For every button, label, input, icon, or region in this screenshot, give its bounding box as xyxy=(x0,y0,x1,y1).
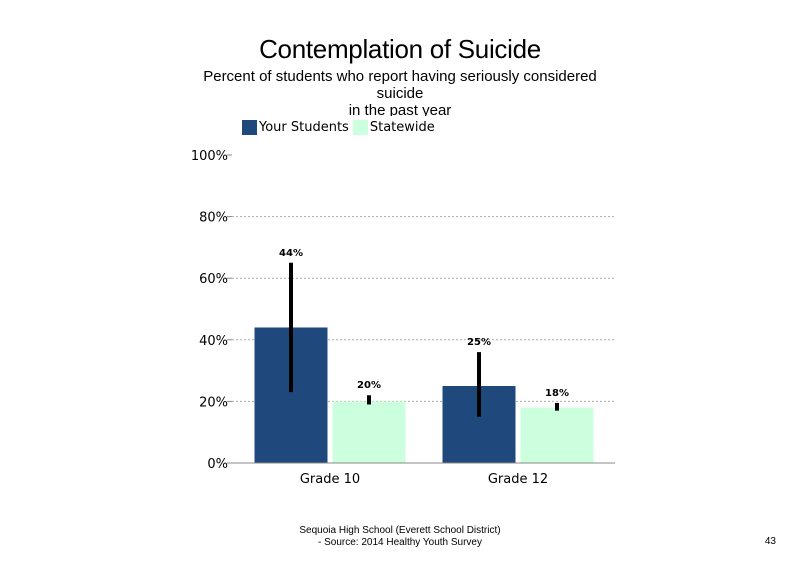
chart-title: Contemplation of Suicide xyxy=(259,34,541,64)
legend-label: Your Students xyxy=(259,119,349,135)
chart-legend: Your Students Statewide xyxy=(242,119,439,135)
subtitle-line: Percent of students who report having se… xyxy=(203,68,597,85)
x-tick-label: Grade 10 xyxy=(300,472,360,487)
bar xyxy=(520,407,594,463)
footer-source: - Source: 2014 Healthy Youth Survey xyxy=(318,537,482,548)
data-label: 44% xyxy=(279,248,303,259)
legend-swatch xyxy=(242,119,257,135)
footer-school: Sequoia High School (Everett School Dist… xyxy=(299,525,501,536)
y-tick-label: 40% xyxy=(199,334,228,349)
y-tick-label: 60% xyxy=(199,272,228,287)
y-tick-label: 80% xyxy=(199,211,228,226)
y-tick-label: 0% xyxy=(207,457,228,472)
legend-label: Statewide xyxy=(369,119,435,135)
data-label: 20% xyxy=(357,380,381,391)
y-tick-label: 100% xyxy=(191,149,228,164)
chart-subtitle: Percent of students who report having se… xyxy=(180,68,620,116)
x-tick-label: Grade 12 xyxy=(488,472,548,487)
subtitle-line: suicide xyxy=(376,85,424,102)
legend-item-statewide: Statewide xyxy=(352,119,435,135)
legend-item-your-students: Your Students xyxy=(242,119,349,135)
page-number: 43 xyxy=(764,536,776,547)
legend-swatch xyxy=(352,119,368,135)
data-label: 25% xyxy=(467,337,491,348)
data-label: 18% xyxy=(545,388,569,399)
subtitle-line: in the past year xyxy=(348,102,452,116)
y-tick-label: 20% xyxy=(199,395,228,410)
bar xyxy=(332,401,406,463)
footer: Sequoia High School (Everett School Dist… xyxy=(200,525,600,549)
